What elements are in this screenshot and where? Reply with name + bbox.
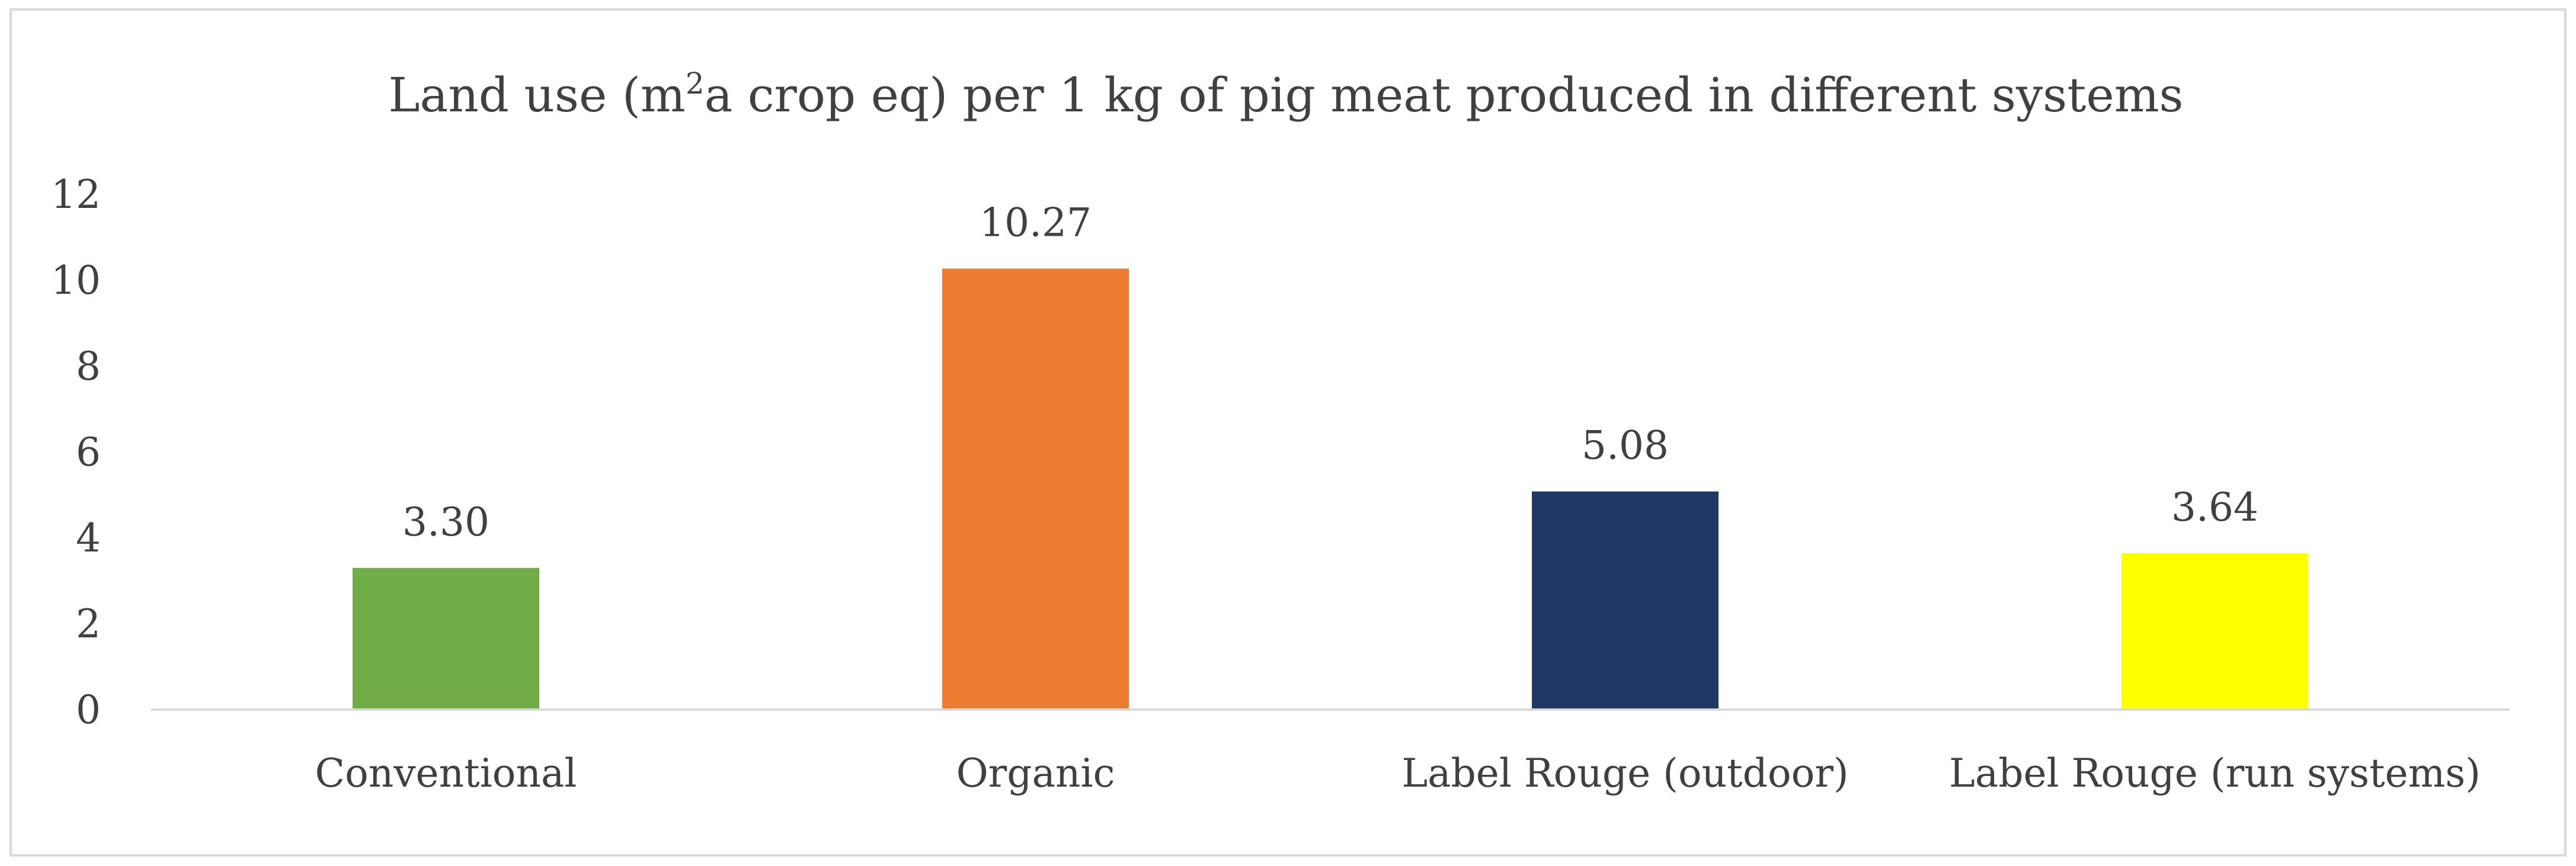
data-labels-group: 3.30 10.27 5.08 3.64 [402, 200, 2258, 544]
bar [942, 268, 1129, 710]
y-tick-label: 6 [76, 429, 101, 475]
chart-title: Land use (m2a crop eq) per 1 kg of pig m… [388, 66, 2183, 123]
category-label: Conventional [315, 750, 577, 796]
bar [2121, 553, 2308, 710]
category-label: Label Rouge (outdoor) [1401, 750, 1848, 796]
data-label: 3.30 [402, 499, 489, 545]
y-tick-label: 12 [51, 172, 101, 217]
data-label: 10.27 [980, 200, 1092, 245]
category-label: Organic [956, 750, 1115, 796]
chart-title-superscript: 2 [686, 66, 705, 101]
y-tick-label: 2 [76, 601, 101, 647]
bar [353, 567, 539, 710]
chart-title-rest: a crop eq) per 1 kg of pig meat produced… [705, 68, 2184, 123]
category-label: Label Rouge (run systems) [1949, 750, 2481, 796]
data-label: 5.08 [1582, 423, 1669, 469]
y-tick-label: 4 [76, 515, 101, 561]
bar-chart: Land use (m2a crop eq) per 1 kg of pig m… [51, 66, 2510, 796]
chart-frame: Land use (m2a crop eq) per 1 kg of pig m… [9, 8, 2567, 857]
chart-title-main: Land use (m [388, 68, 685, 123]
y-tick-label: 10 [51, 258, 101, 303]
data-label: 3.64 [2171, 485, 2258, 530]
y-tick-label: 0 [76, 687, 101, 733]
y-axis-ticks: 0 2 4 6 8 10 12 [51, 172, 101, 733]
bar [1532, 491, 1719, 710]
y-tick-label: 8 [76, 344, 101, 389]
bars-group [353, 268, 2308, 710]
category-labels-group: Conventional Organic Label Rouge (outdoor)… [315, 750, 2481, 796]
